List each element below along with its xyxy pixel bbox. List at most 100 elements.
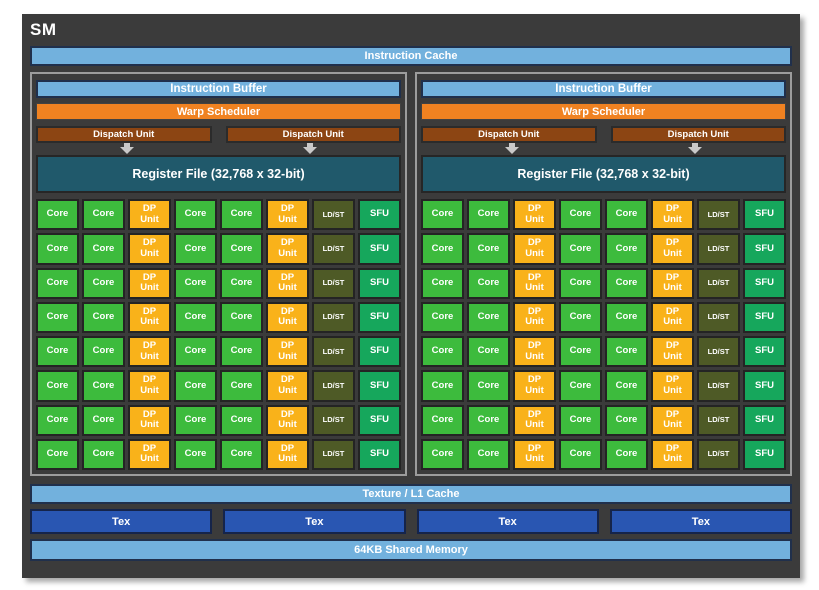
dispatch-unit: Dispatch Unit	[36, 126, 212, 143]
core-cell: Core	[36, 438, 79, 470]
ld-st-cell: LD/ST	[312, 370, 355, 402]
core-cell: Core	[467, 199, 510, 231]
dp-unit-cell: DP Unit	[513, 336, 556, 368]
dp-unit-cell: DP Unit	[266, 199, 309, 231]
dp-unit-cell: DP Unit	[128, 199, 171, 231]
warp-scheduler-bar: Warp Scheduler	[36, 103, 401, 120]
ld-st-cell: LD/ST	[312, 404, 355, 436]
dp-unit-cell: DP Unit	[128, 336, 171, 368]
core-cell: Core	[82, 438, 125, 470]
down-arrow-icon	[302, 143, 317, 154]
dp-unit-cell: DP Unit	[266, 301, 309, 333]
core-cell: Core	[220, 301, 263, 333]
dp-unit-cell: DP Unit	[513, 370, 556, 402]
ld-st-cell: LD/ST	[697, 404, 740, 436]
sm-block: SM Instruction Cache Instruction Buffer …	[22, 14, 800, 578]
core-cell: Core	[605, 199, 648, 231]
core-cell: Core	[559, 336, 602, 368]
core-cell: Core	[36, 199, 79, 231]
core-cell: Core	[605, 233, 648, 265]
instruction-buffer-bar: Instruction Buffer	[421, 80, 786, 98]
dispatch-row: Dispatch Unit Dispatch Unit	[36, 126, 401, 143]
ld-st-cell: LD/ST	[312, 438, 355, 470]
dp-unit-cell: DP Unit	[266, 438, 309, 470]
sm-partition-right: Instruction Buffer Warp Scheduler Dispat…	[415, 72, 792, 476]
down-arrow-icon	[505, 143, 520, 154]
dp-unit-cell: DP Unit	[651, 233, 694, 265]
core-cell: Core	[467, 233, 510, 265]
core-cell: Core	[174, 404, 217, 436]
core-cell: Core	[605, 370, 648, 402]
dp-unit-cell: DP Unit	[513, 233, 556, 265]
core-cell: Core	[82, 370, 125, 402]
dispatch-unit: Dispatch Unit	[225, 126, 401, 143]
instruction-buffer-bar: Instruction Buffer	[36, 80, 401, 98]
core-cell: Core	[559, 301, 602, 333]
ld-st-cell: LD/ST	[312, 267, 355, 299]
core-cell: Core	[467, 301, 510, 333]
dp-unit-cell: DP Unit	[128, 301, 171, 333]
core-cell: Core	[421, 233, 464, 265]
core-cell: Core	[220, 199, 263, 231]
core-cell: Core	[82, 233, 125, 265]
core-cell: Core	[559, 199, 602, 231]
core-cell: Core	[36, 404, 79, 436]
dp-unit-cell: DP Unit	[128, 233, 171, 265]
dp-unit-cell: DP Unit	[651, 301, 694, 333]
core-cell: Core	[220, 438, 263, 470]
core-cell: Core	[220, 404, 263, 436]
texture-l1-cache-bar: Texture / L1 Cache	[30, 484, 792, 504]
core-cell: Core	[36, 267, 79, 299]
core-cell: Core	[174, 301, 217, 333]
down-arrow-icon	[120, 143, 135, 154]
core-cell: Core	[421, 370, 464, 402]
sfu-cell: SFU	[358, 438, 401, 470]
core-cell: Core	[559, 404, 602, 436]
sfu-cell: SFU	[743, 233, 786, 265]
sfu-cell: SFU	[743, 438, 786, 470]
core-cell: Core	[36, 370, 79, 402]
core-cell: Core	[421, 404, 464, 436]
dp-unit-cell: DP Unit	[651, 404, 694, 436]
ld-st-cell: LD/ST	[312, 336, 355, 368]
register-file-bar: Register File (32,768 x 32-bit)	[36, 155, 401, 193]
dp-unit-cell: DP Unit	[513, 404, 556, 436]
core-cell: Core	[421, 267, 464, 299]
dp-unit-cell: DP Unit	[128, 404, 171, 436]
sfu-cell: SFU	[743, 267, 786, 299]
sm-partitions: Instruction Buffer Warp Scheduler Dispat…	[30, 72, 792, 476]
dp-unit-cell: DP Unit	[266, 370, 309, 402]
core-cell: Core	[605, 336, 648, 368]
dp-unit-cell: DP Unit	[651, 199, 694, 231]
core-cell: Core	[174, 233, 217, 265]
dp-unit-cell: DP Unit	[513, 301, 556, 333]
dispatch-unit: Dispatch Unit	[610, 126, 786, 143]
sm-title: SM	[30, 20, 57, 39]
core-cell: Core	[421, 301, 464, 333]
dp-unit-cell: DP Unit	[128, 438, 171, 470]
dp-unit-cell: DP Unit	[266, 267, 309, 299]
sfu-cell: SFU	[743, 336, 786, 368]
core-cell: Core	[559, 233, 602, 265]
core-cell: Core	[82, 336, 125, 368]
sfu-cell: SFU	[358, 267, 401, 299]
dispatch-arrows	[36, 143, 401, 154]
core-cell: Core	[36, 336, 79, 368]
sfu-cell: SFU	[358, 301, 401, 333]
tex-unit: Tex	[609, 509, 792, 534]
tex-unit: Tex	[223, 509, 406, 534]
dp-unit-cell: DP Unit	[266, 233, 309, 265]
core-cell: Core	[421, 438, 464, 470]
core-cell: Core	[36, 233, 79, 265]
dispatch-arrows	[421, 143, 786, 154]
core-cell: Core	[605, 438, 648, 470]
dispatch-unit: Dispatch Unit	[421, 126, 597, 143]
down-arrow-icon	[687, 143, 702, 154]
core-cell: Core	[467, 370, 510, 402]
dp-unit-cell: DP Unit	[651, 267, 694, 299]
core-cell: Core	[467, 438, 510, 470]
core-cell: Core	[605, 267, 648, 299]
dispatch-row: Dispatch Unit Dispatch Unit	[421, 126, 786, 143]
core-cell: Core	[220, 336, 263, 368]
dp-unit-cell: DP Unit	[128, 267, 171, 299]
